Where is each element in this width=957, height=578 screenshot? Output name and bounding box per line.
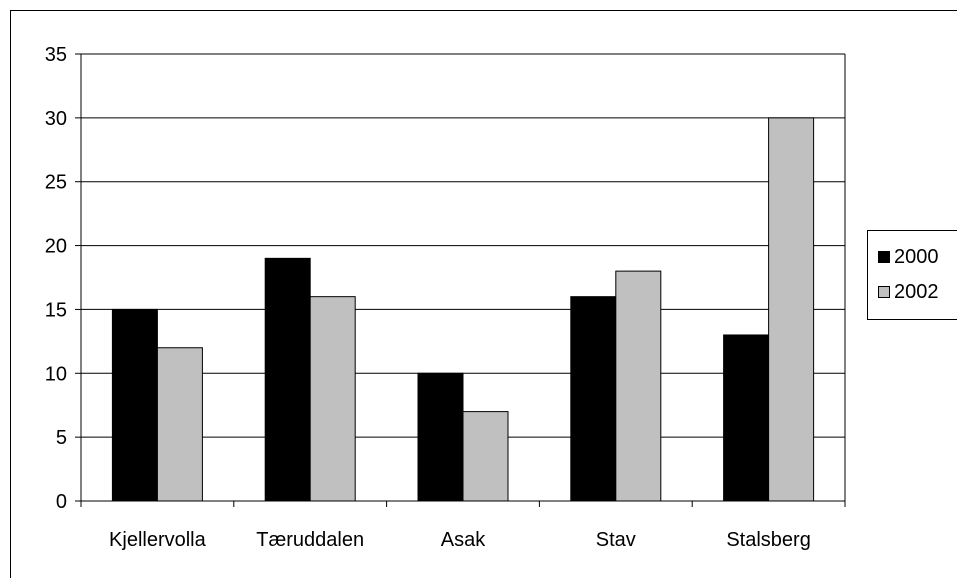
legend-item-2002: 2002 bbox=[878, 280, 939, 304]
bar-2002-kjellervolla bbox=[156, 347, 203, 502]
x-tick-label-asak: Asak bbox=[441, 529, 486, 551]
y-tick-label-5: 5 bbox=[56, 427, 67, 449]
bar-2002-asak bbox=[462, 411, 509, 502]
bar-2000-tæruddalen bbox=[264, 257, 311, 502]
y-tick-label-20: 20 bbox=[45, 236, 67, 258]
y-tick-label-35: 35 bbox=[45, 44, 67, 66]
y-tick-label-0: 0 bbox=[56, 491, 67, 513]
x-tick-label-kjellervolla: Kjellervolla bbox=[109, 529, 207, 551]
chart-frame bbox=[10, 10, 957, 578]
legend-item-2000: 2000 bbox=[878, 245, 939, 269]
bar-2000-asak bbox=[417, 372, 464, 502]
bar-2002-tæruddalen bbox=[309, 296, 356, 502]
y-tick-label-10: 10 bbox=[45, 363, 67, 385]
y-tick-label-30: 30 bbox=[45, 108, 67, 130]
x-tick-label-stav: Stav bbox=[596, 529, 636, 551]
bar-2002-stav bbox=[615, 270, 662, 502]
legend-swatch-2002 bbox=[878, 286, 890, 298]
legend-swatch-2000 bbox=[878, 251, 890, 263]
bar-2002-stalsberg bbox=[768, 117, 815, 502]
bar-2000-stav bbox=[570, 296, 617, 502]
bars bbox=[111, 117, 815, 502]
axes bbox=[75, 53, 846, 507]
x-tick-label-stalsberg: Stalsberg bbox=[726, 529, 811, 551]
x-tick-label-tæruddalen: Tæruddalen bbox=[256, 529, 364, 551]
y-tick-label-25: 25 bbox=[45, 172, 67, 194]
legend-label-2002: 2002 bbox=[894, 281, 939, 303]
bar-2000-stalsberg bbox=[723, 334, 770, 502]
x-axis-tick-labels: Kjellervolla Tæruddalen Asak Stav Stalsberg bbox=[109, 529, 811, 551]
legend: 2000 2002 bbox=[867, 230, 957, 320]
y-axis-tick-labels: 0 5 10 15 20 25 30 35 bbox=[45, 44, 67, 513]
y-tick-label-15: 15 bbox=[45, 299, 67, 321]
bar-2000-kjellervolla bbox=[111, 308, 158, 502]
legend-label-2000: 2000 bbox=[894, 246, 939, 268]
